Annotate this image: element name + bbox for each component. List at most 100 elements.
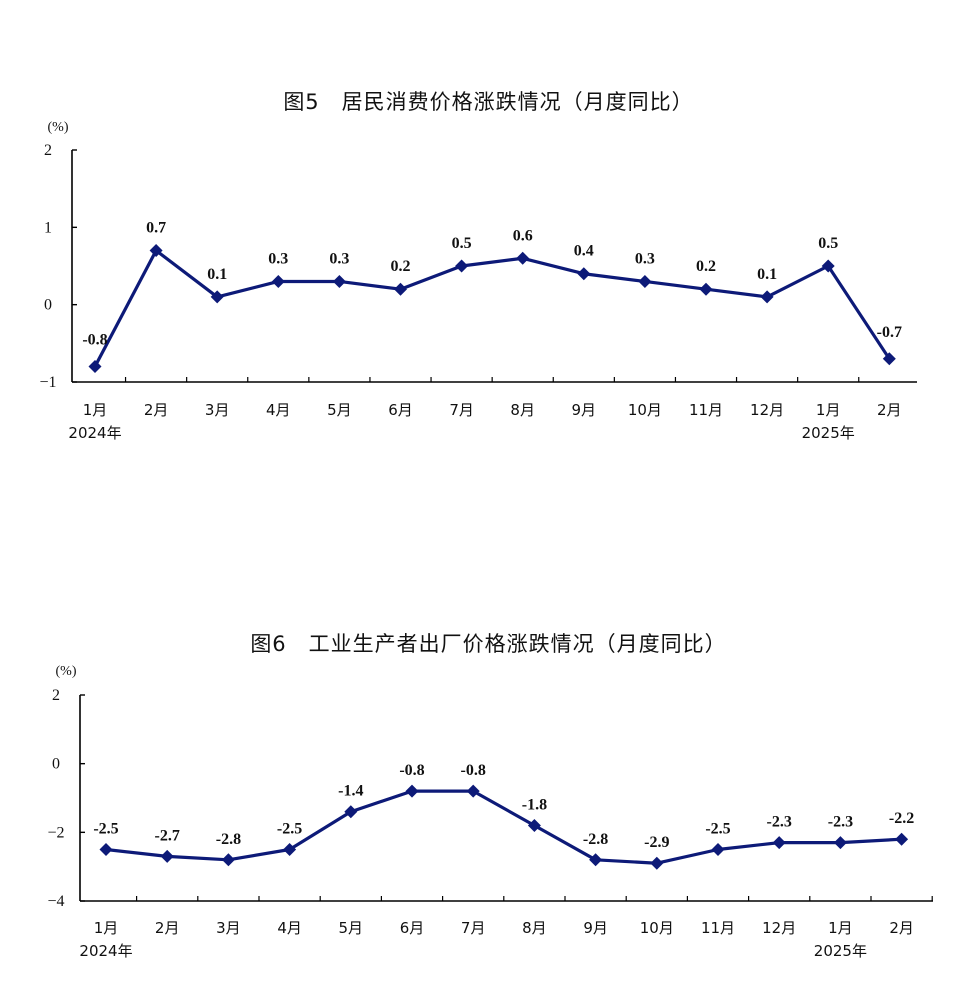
data-point	[344, 805, 358, 819]
data-point	[589, 853, 603, 867]
y-tick-label: −4	[47, 893, 64, 910]
data-label: 0.3	[329, 250, 349, 267]
x-tick-label: 7月	[461, 919, 486, 937]
data-label: 0.2	[696, 258, 716, 275]
data-point	[772, 836, 786, 850]
x-tick-label: 3月	[205, 401, 230, 419]
data-label: -1.8	[522, 796, 547, 813]
data-point	[466, 784, 480, 798]
data-point	[88, 360, 102, 374]
data-label: 0.3	[268, 250, 288, 267]
x-tick-label: 1月	[83, 401, 108, 419]
data-label: -1.4	[338, 783, 363, 800]
x-tick-label: 6月	[400, 919, 425, 937]
series-line	[93, 248, 891, 368]
y-axis-unit: (%)	[48, 120, 69, 135]
y-tick-label: −1	[39, 374, 56, 391]
data-point	[221, 853, 235, 867]
data-point	[699, 282, 713, 296]
data-label: -2.3	[828, 814, 853, 831]
x-tick-label: 8月	[510, 401, 535, 419]
x-tick-label: 9月	[572, 401, 597, 419]
x-tick-label: 12月	[750, 401, 784, 419]
data-point	[405, 784, 419, 798]
year-label: 2024年	[79, 942, 132, 960]
data-point	[527, 818, 541, 832]
data-label: -2.2	[889, 810, 914, 827]
x-tick-label: 3月	[216, 919, 241, 937]
data-label: -2.7	[155, 827, 180, 844]
data-point	[271, 274, 285, 288]
data-label: -0.7	[877, 324, 902, 341]
series-line	[105, 789, 902, 865]
x-tick-label: 2月	[144, 401, 169, 419]
data-point	[332, 274, 346, 288]
data-point	[821, 259, 835, 273]
data-label: -2.5	[93, 821, 118, 838]
data-label: -2.9	[644, 834, 669, 851]
data-point	[638, 274, 652, 288]
data-label: 0.6	[513, 227, 533, 244]
data-label: 0.1	[757, 266, 777, 283]
data-label: 0.3	[635, 250, 655, 267]
data-point	[711, 843, 725, 856]
x-tick-label: 2月	[889, 919, 914, 937]
y-tick-label: 2	[52, 687, 60, 704]
data-label: 0.7	[146, 220, 166, 237]
data-point	[577, 267, 591, 281]
data-label: -2.8	[583, 831, 608, 848]
x-tick-label: 9月	[583, 919, 608, 937]
x-tick-label: 1月	[828, 919, 853, 937]
data-point	[455, 259, 469, 273]
year-label: 2025年	[814, 942, 867, 960]
x-tick-label: 12月	[762, 919, 796, 937]
data-point	[833, 836, 847, 850]
x-tick-label: 7月	[449, 401, 474, 419]
x-tick-label: 4月	[266, 401, 291, 419]
chart-title: 图6 工业生产者出厂价格涨跌情况（月度同比）	[250, 632, 727, 656]
x-tick-label: 1月	[94, 919, 119, 937]
data-label: 0.5	[452, 235, 472, 252]
x-tick-label: 5月	[339, 919, 364, 937]
data-point	[394, 282, 407, 296]
data-label: -2.3	[767, 814, 792, 831]
x-tick-label: 1月	[816, 401, 841, 419]
x-tick-label: 5月	[327, 401, 352, 419]
x-tick-label: 2月	[877, 401, 902, 419]
data-point	[160, 849, 174, 863]
data-point	[99, 843, 113, 856]
ppi-chart: 图6 工业生产者出厂价格涨跌情况（月度同比） (%) 2 0 −2 −4 1月 2月 3月 4月…	[0, 540, 977, 992]
x-tick-label: 8月	[522, 919, 547, 937]
y-tick-label: 1	[44, 219, 52, 236]
cpi-chart: 图5 居民消费价格涨跌情况（月度同比） (%) 2 1 0 −1 1月 2月 3月 4月 5月 6月…	[0, 0, 977, 470]
data-point	[882, 352, 896, 366]
data-point	[149, 244, 163, 258]
ppi-chart-svg: (%) 2 0 −2 −4 1月 2月 3月 4月 5月 6月 7月 8月 9月 10月 11月 12月 1月 2月…	[47, 664, 933, 960]
x-tick-label: 2月	[155, 919, 180, 937]
y-tick-label: 2	[44, 142, 52, 159]
y-tick-label: 0	[44, 297, 52, 314]
cpi-chart-svg: (%) 2 1 0 −1 1月 2月 3月 4月 5月 6月 7月 8月 9月 10月 11月 12月 1月 2月 2…	[39, 120, 917, 442]
year-label: 2024年	[68, 424, 121, 442]
data-label: -2.5	[277, 821, 302, 838]
data-point	[283, 843, 297, 856]
data-point	[516, 251, 530, 265]
data-point	[760, 290, 774, 304]
data-point	[650, 856, 664, 870]
chart-title: 图5 居民消费价格涨跌情况（月度同比）	[283, 90, 694, 114]
y-tick-label: −2	[47, 824, 64, 841]
data-label: -0.8	[399, 762, 424, 779]
data-point	[210, 290, 224, 304]
data-point	[895, 832, 909, 846]
x-tick-label: 4月	[277, 919, 302, 937]
data-label: 0.2	[391, 258, 411, 275]
data-label: -2.8	[216, 831, 241, 848]
data-label: -0.8	[461, 762, 486, 779]
data-label: 0.5	[818, 235, 838, 252]
x-tick-label: 10月	[628, 401, 662, 419]
data-label: 0.1	[207, 266, 227, 283]
y-tick-label: 0	[52, 756, 60, 773]
x-tick-label: 11月	[689, 401, 723, 419]
x-tick-label: 10月	[640, 919, 674, 937]
data-label: 0.4	[574, 243, 594, 260]
